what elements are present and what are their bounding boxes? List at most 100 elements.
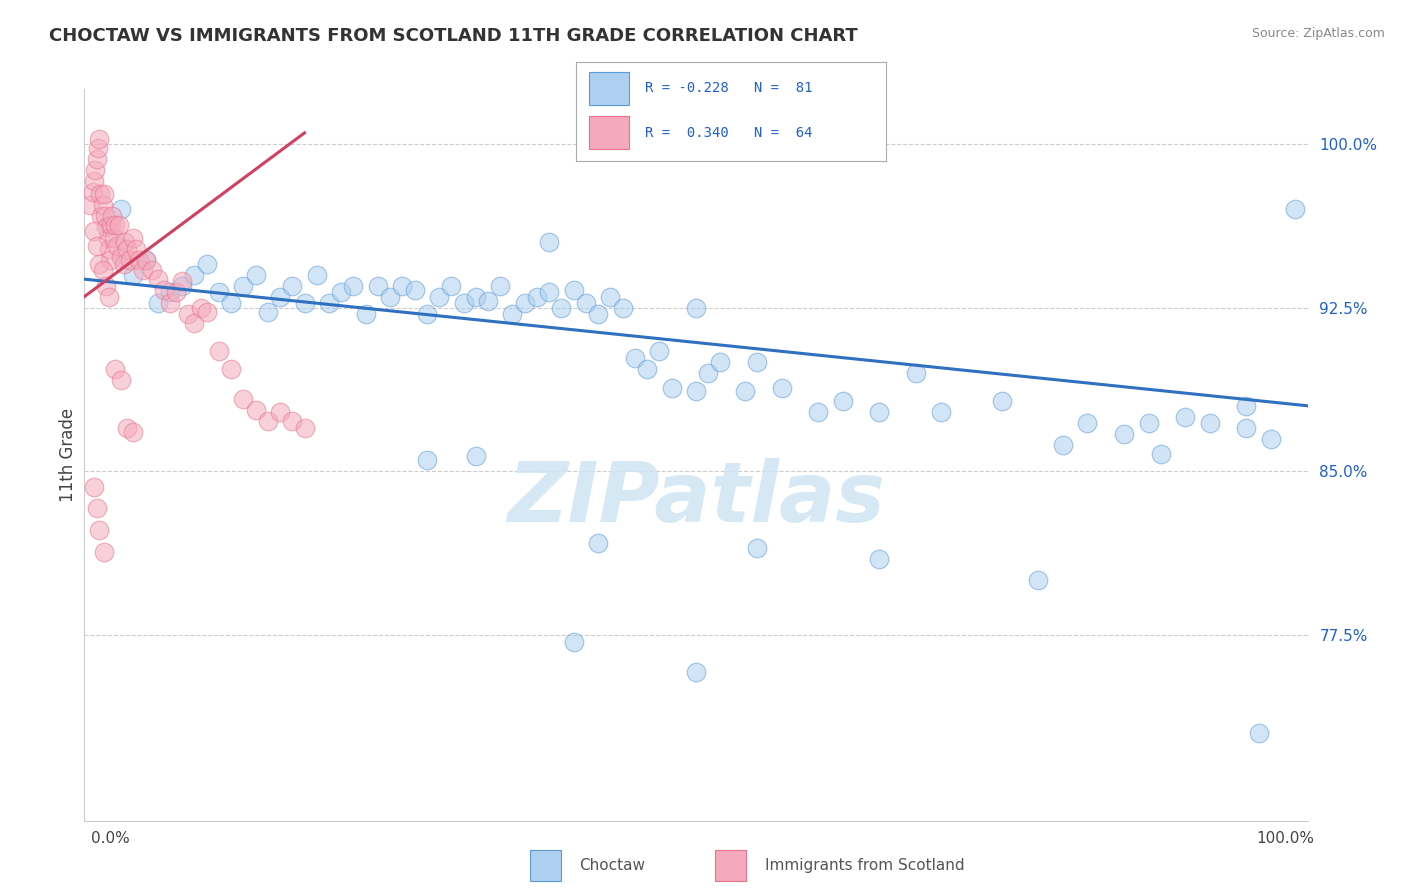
Point <box>219 296 242 310</box>
Point <box>1028 574 1050 588</box>
Point <box>562 283 585 297</box>
Point <box>82 185 104 199</box>
Bar <box>589 72 628 104</box>
Point <box>122 230 145 244</box>
Point <box>101 209 124 223</box>
Point <box>281 414 304 428</box>
Point <box>104 361 127 376</box>
Point <box>97 290 120 304</box>
Point <box>990 394 1012 409</box>
Point <box>489 278 512 293</box>
Point <box>86 501 108 516</box>
Point <box>747 541 769 555</box>
Point <box>269 405 291 419</box>
Point <box>146 272 169 286</box>
Point <box>83 479 105 493</box>
Point <box>391 278 413 293</box>
Point <box>342 278 364 293</box>
Point <box>135 252 157 267</box>
Point <box>612 301 634 315</box>
Text: Source: ZipAtlas.com: Source: ZipAtlas.com <box>1251 27 1385 40</box>
Point <box>159 285 181 300</box>
Point <box>257 305 280 319</box>
Point <box>110 373 132 387</box>
Point <box>501 307 523 321</box>
Point <box>1234 420 1257 434</box>
Point <box>232 392 254 407</box>
Point <box>183 316 205 330</box>
Point <box>1137 417 1160 431</box>
Point <box>103 230 125 244</box>
Point <box>87 132 110 146</box>
Point <box>807 405 830 419</box>
Point <box>734 384 756 398</box>
Point <box>905 366 928 380</box>
Point <box>86 152 108 166</box>
Point <box>269 290 291 304</box>
Point <box>110 202 132 217</box>
Point <box>685 384 707 398</box>
Point <box>79 198 101 212</box>
Point <box>929 405 952 419</box>
Text: 100.0%: 100.0% <box>1257 831 1315 846</box>
Point <box>1174 409 1197 424</box>
Point <box>538 285 561 300</box>
Point <box>685 301 707 315</box>
Point <box>132 263 155 277</box>
Point <box>87 257 110 271</box>
Text: Choctaw: Choctaw <box>579 858 645 872</box>
Point <box>380 290 402 304</box>
Point <box>190 301 212 315</box>
Point <box>114 235 136 249</box>
Point <box>122 425 145 439</box>
Point <box>869 551 891 566</box>
Point <box>416 453 439 467</box>
Point <box>281 278 304 293</box>
Point <box>599 290 621 304</box>
Point <box>1284 202 1306 217</box>
Point <box>648 344 671 359</box>
Point <box>146 296 169 310</box>
Point <box>464 449 486 463</box>
Point <box>562 634 585 648</box>
Point <box>513 296 536 310</box>
Point <box>1114 427 1136 442</box>
Point <box>97 218 120 232</box>
Point <box>87 141 110 155</box>
Point <box>183 268 205 282</box>
Point <box>709 355 731 369</box>
Point <box>107 218 129 232</box>
Point <box>84 163 107 178</box>
Point <box>83 174 105 188</box>
Point <box>195 305 218 319</box>
Bar <box>530 849 561 881</box>
Point <box>118 252 141 267</box>
Point <box>110 250 132 264</box>
Point <box>115 420 138 434</box>
Point <box>318 296 340 310</box>
Point <box>94 209 117 223</box>
Point <box>97 242 120 256</box>
Point <box>208 344 231 359</box>
Point <box>575 296 598 310</box>
Point <box>245 268 267 282</box>
Point <box>257 414 280 428</box>
Point <box>586 307 609 321</box>
Point <box>1260 432 1282 446</box>
Point <box>90 209 112 223</box>
Point <box>172 278 194 293</box>
Point <box>159 296 181 310</box>
Y-axis label: 11th Grade: 11th Grade <box>59 408 77 502</box>
Point <box>1234 399 1257 413</box>
Point <box>1150 447 1173 461</box>
Point <box>91 263 114 277</box>
Point <box>112 257 135 271</box>
Point <box>105 239 128 253</box>
Point <box>98 252 121 267</box>
Point <box>440 278 463 293</box>
Text: R =  0.340   N =  64: R = 0.340 N = 64 <box>644 126 813 139</box>
Point <box>195 257 218 271</box>
Point <box>1247 726 1270 740</box>
Point <box>83 224 105 238</box>
Point <box>526 290 548 304</box>
